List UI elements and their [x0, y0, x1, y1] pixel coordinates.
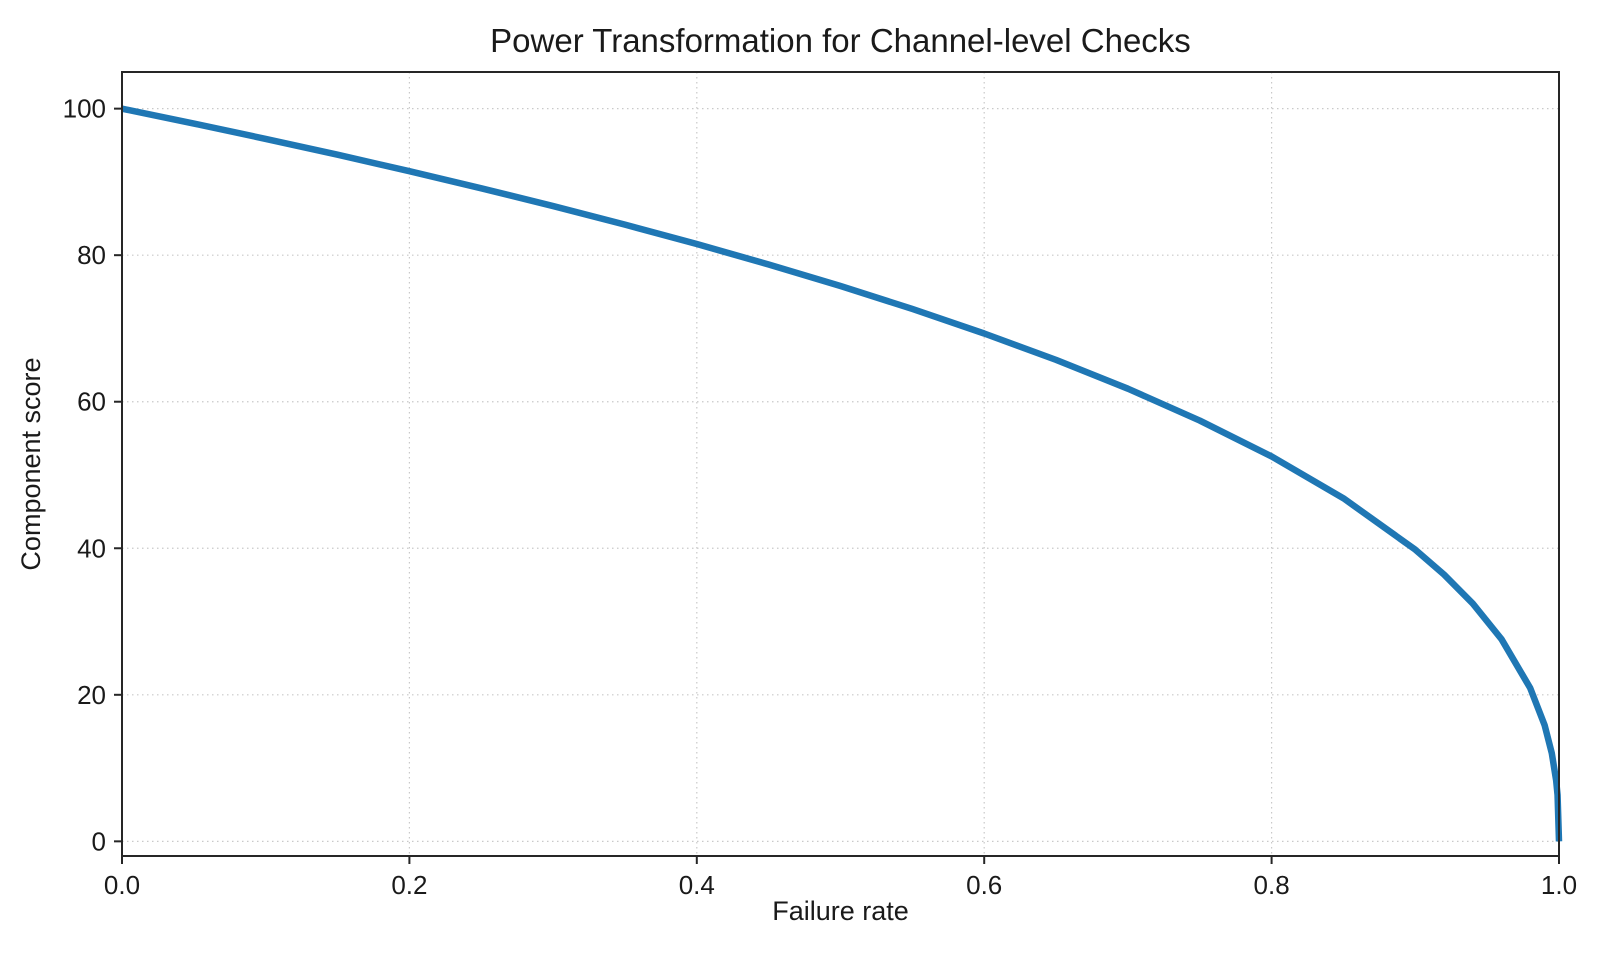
- x-tick-label: 0.6: [966, 870, 1002, 900]
- y-tick-label: 40: [77, 533, 106, 563]
- chart-title: Power Transformation for Channel-level C…: [490, 22, 1191, 59]
- x-tick-labels: 0.0 0.2 0.4 0.6 0.8 1.0: [104, 870, 1577, 900]
- y-tick-label: 80: [77, 240, 106, 270]
- x-tick-label: 0.2: [391, 870, 427, 900]
- data-series: [121, 105, 1563, 842]
- plot-border: [121, 71, 1560, 857]
- component-score-power-curve-line: [121, 105, 1563, 842]
- y-tick-label: 60: [77, 387, 106, 417]
- x-tick-label: 0.0: [104, 870, 140, 900]
- y-axis-label: Component score: [16, 357, 46, 570]
- y-tick-label: 0: [92, 826, 106, 856]
- y-tick-labels: 0 20 40 60 80 100: [63, 94, 106, 857]
- y-tick-label: 100: [63, 94, 106, 124]
- x-tick-label: 0.4: [679, 870, 715, 900]
- x-tick-label: 1.0: [1541, 870, 1577, 900]
- axis-tick-marks: [114, 107, 1560, 864]
- x-tick-label: 0.8: [1254, 870, 1290, 900]
- x-axis-label: Failure rate: [772, 896, 909, 926]
- y-tick-label: 20: [77, 680, 106, 710]
